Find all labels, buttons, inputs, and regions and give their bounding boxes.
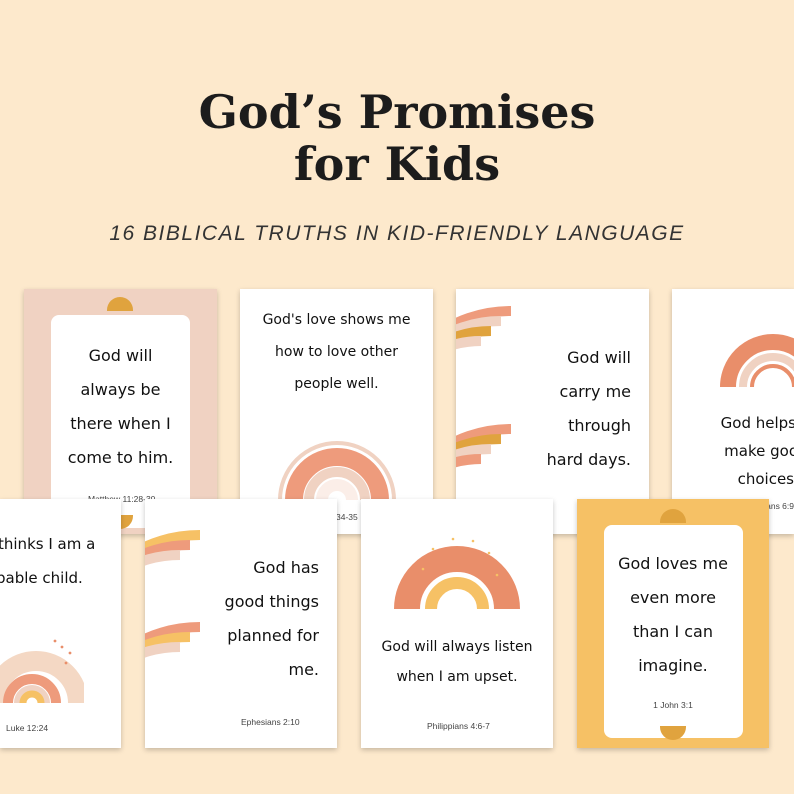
promise-card-7-line-2: when I am upset. (396, 669, 518, 685)
promise-card-6-line-1: God has (253, 558, 319, 577)
half-rainbow-illustration-bottom (456, 424, 512, 468)
page-title-line-2: for Kids (293, 137, 501, 191)
promise-card-5-line-2: pable child. (0, 569, 83, 587)
card-inner-panel (604, 525, 743, 738)
promise-card-1-line-4: come to him. (67, 448, 174, 467)
promise-card-2: God's love shows me how to love other pe… (240, 289, 433, 534)
promise-card-1: God will always be there when I come to … (24, 289, 217, 534)
promise-card-3-line-1: God will (567, 348, 631, 367)
promise-card-4-line-3: choices (737, 470, 794, 488)
promise-card-8-line-4: imagine. (638, 656, 708, 675)
promise-card-5: thinks I am a pable child. Luke 12:24 (0, 499, 121, 748)
promise-card-7: God will always listen when I am upset. … (361, 499, 553, 748)
rainbow-illustration (278, 441, 396, 501)
promise-card-2-line-1: God's love shows me (262, 312, 411, 328)
promise-card-8: God loves me even more than I can imagin… (577, 499, 769, 748)
promise-card-8-line-3: than I can (633, 622, 713, 641)
promise-card-4: God helps make goo choices ans 6:9 (672, 289, 794, 534)
promise-card-3: God will carry me through hard days. (456, 289, 649, 534)
promise-card-4-line-1: God helps (720, 414, 794, 432)
promise-card-7-reference: Philippians 4:6-7 (427, 721, 490, 731)
promise-card-1-reference: Matthew 11:28-30 (88, 494, 156, 504)
card-tab-top (107, 297, 133, 311)
promise-card-5-line-1: thinks I am a (0, 535, 96, 553)
promise-card-8-line-1: God loves me (618, 554, 728, 573)
page-title-line-1: God’s Promises (198, 85, 596, 139)
card-tab-bottom (660, 726, 686, 740)
card-inner-panel (51, 315, 190, 528)
promise-card-4-reference: ans 6:9 (766, 501, 794, 511)
promise-card-1-line-3: there when I (70, 414, 171, 433)
half-rainbow-illustration-top (456, 306, 512, 350)
rainbow-illustration (394, 537, 520, 610)
promise-card-8-reference: 1 John 3:1 (653, 700, 693, 710)
promise-card-1-line-2: always be (80, 380, 161, 399)
card-tab-top (660, 509, 686, 523)
rainbow-illustration (720, 334, 794, 388)
promise-card-4-line-2: make goo (724, 442, 794, 460)
rainbow-illustration (0, 639, 84, 703)
promise-card-5-reference: Luke 12:24 (6, 723, 49, 733)
promise-card-6-line-2: good things (224, 592, 319, 611)
promise-card-6-line-4: me. (288, 660, 319, 679)
promise-card-2-line-2: how to love other (275, 344, 398, 360)
page-subtitle: 16 BIBLICAL TRUTHS IN KID-FRIENDLY LANGU… (109, 222, 685, 245)
promise-card-8-line-2: even more (630, 588, 716, 607)
half-rainbow-illustration-top (145, 530, 201, 566)
promise-card-1-line-1: God will (88, 346, 153, 365)
promise-card-6-reference: Ephesians 2:10 (241, 717, 300, 727)
promise-card-3-line-4: hard days. (546, 450, 631, 469)
promise-card-2-reference: 34-35 (336, 512, 358, 522)
promise-card-6-line-3: planned for (227, 626, 319, 645)
promise-card-3-line-3: through (568, 416, 631, 435)
promise-card-6: God has good things planned for me. Ephe… (145, 499, 337, 748)
promise-card-7-line-1: God will always listen (381, 639, 533, 655)
promise-card-3-line-2: carry me (559, 382, 631, 401)
promise-card-2-line-3: people well. (294, 376, 379, 392)
half-rainbow-illustration-bottom (145, 622, 201, 658)
